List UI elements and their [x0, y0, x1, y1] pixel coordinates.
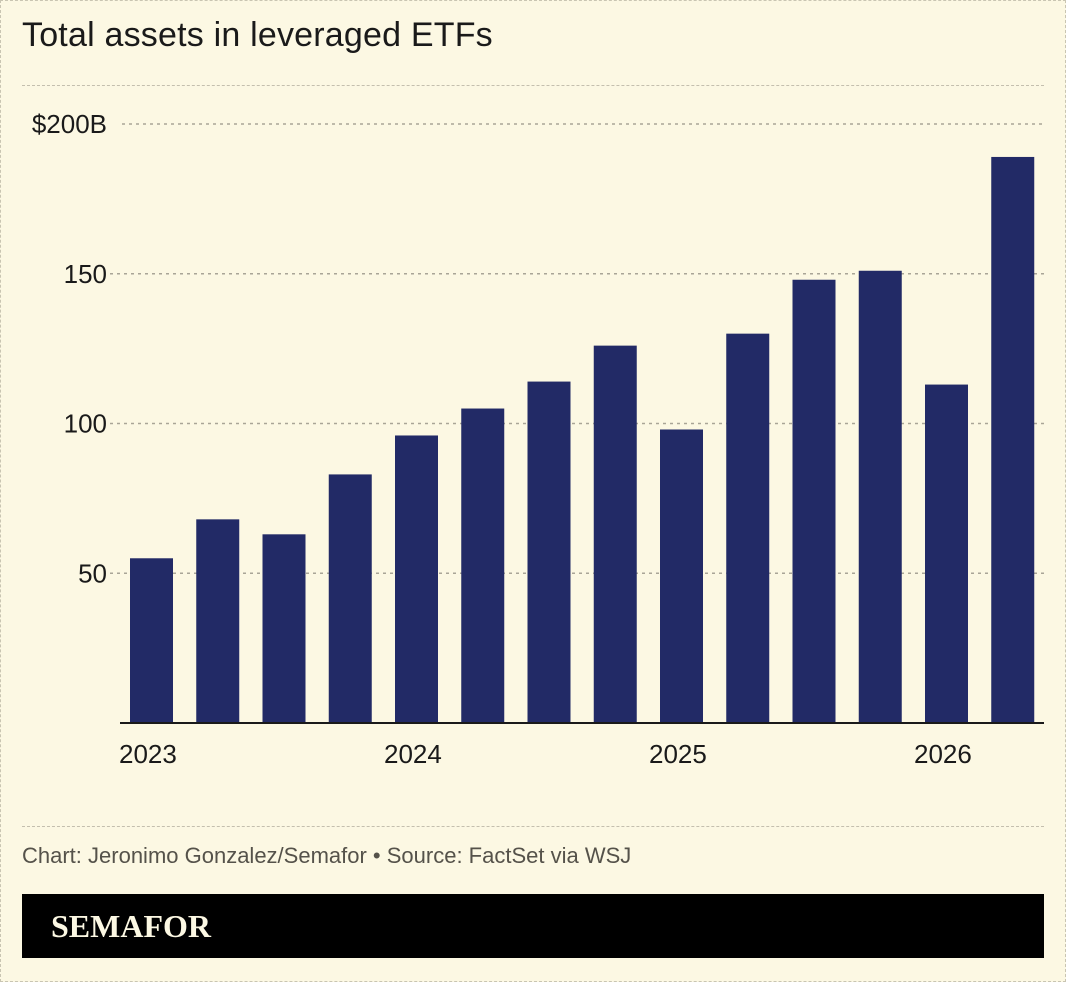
- x-tick-label: 2025: [649, 739, 707, 769]
- bar: [395, 435, 438, 723]
- x-tick-label: 2026: [914, 739, 972, 769]
- bar: [858, 270, 902, 723]
- y-tick-label: 50: [78, 558, 107, 588]
- gridlines: [110, 123, 1044, 574]
- y-tick-label: 100: [64, 409, 107, 439]
- bar: [130, 558, 173, 723]
- bars: [130, 156, 1035, 723]
- bar: [991, 156, 1035, 723]
- title-divider: [22, 85, 1044, 86]
- y-tick-label: $200B: [32, 109, 107, 139]
- bar: [792, 279, 836, 723]
- chart-title: Total assets in leveraged ETFs: [22, 16, 493, 54]
- bar: [660, 429, 703, 723]
- x-tick-label: 2023: [119, 739, 177, 769]
- bar: [925, 384, 968, 723]
- bar: [461, 408, 505, 723]
- chart-credit: Chart: Jeronimo Gonzalez/Semafor • Sourc…: [22, 843, 632, 868]
- y-tick-label: 150: [64, 259, 107, 289]
- x-tick-label: 2024: [384, 739, 442, 769]
- axes: 50 100 150 $200B 2023 2024 2025 2026: [32, 109, 1044, 769]
- bar: [262, 534, 306, 723]
- footer-divider: [22, 826, 1044, 827]
- bar-chart: 50 100 150 $200B 2023 2024 2025 2026: [32, 109, 1044, 769]
- bar: [328, 474, 372, 723]
- brand-bar: SEMAFOR: [22, 894, 1044, 958]
- bar: [726, 333, 770, 723]
- bar: [196, 519, 240, 723]
- semafor-logo: SEMAFOR: [51, 908, 211, 944]
- bar: [527, 381, 571, 723]
- bar: [593, 345, 637, 723]
